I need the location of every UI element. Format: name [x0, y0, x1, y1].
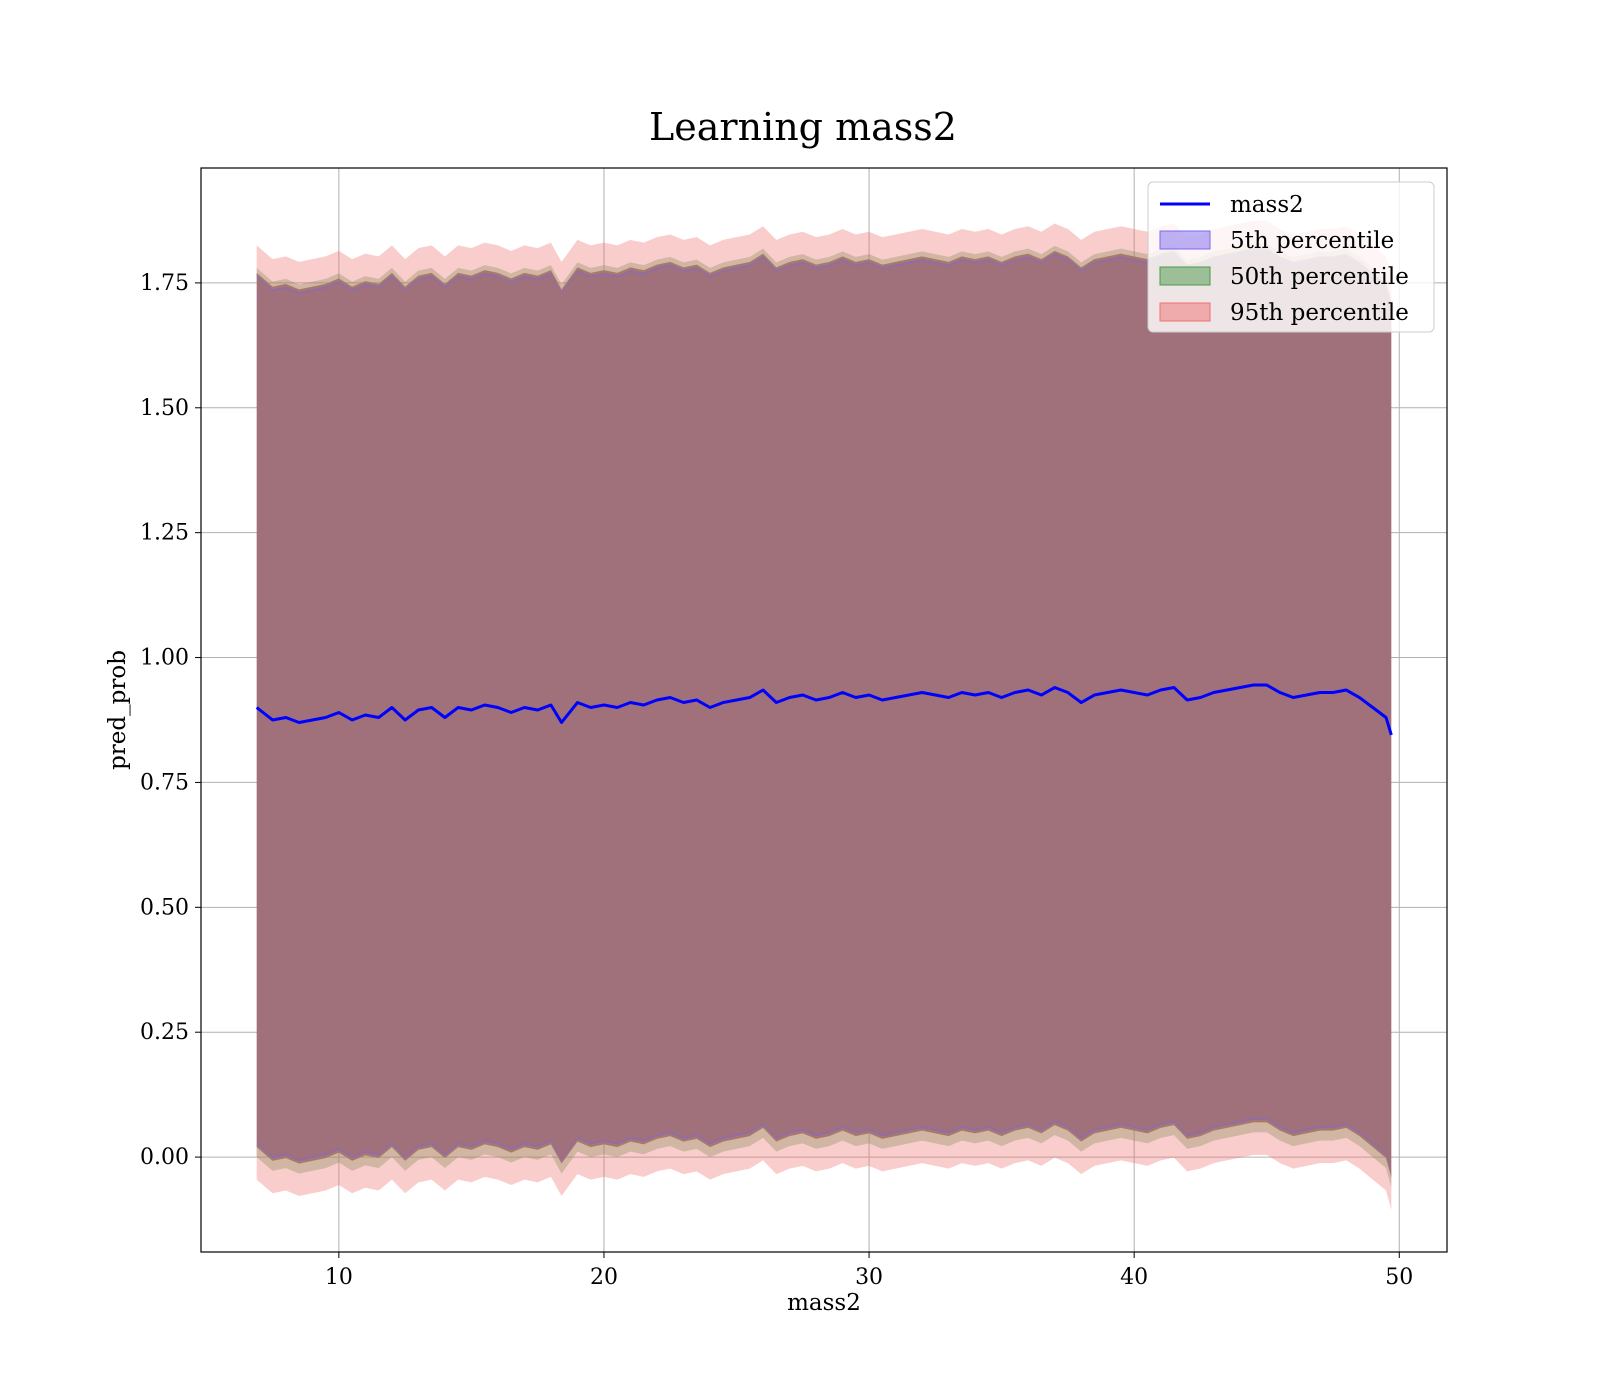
y-ticks: 0.00 0.25 0.50 0.75 1.00 1.25 1.50 1.75 [140, 271, 201, 1170]
band-core [256, 248, 1392, 1178]
legend-swatch-band-2 [1159, 302, 1211, 322]
y-tick-label-2: 0.50 [140, 895, 189, 920]
y-axis-label: pred_prob [105, 650, 131, 770]
legend-swatch-band-1 [1159, 266, 1211, 286]
band-upper-2 [256, 220, 1392, 306]
band-upper-1 [256, 243, 1392, 306]
band-lower-1 [256, 1119, 1392, 1188]
chart-title: Learning mass2 [649, 105, 957, 149]
legend-label-band-0: 5th percentile [1230, 228, 1394, 254]
y-tick-label-0: 0.00 [140, 1145, 189, 1170]
legend-label-band-1: 50th percentile [1230, 264, 1409, 290]
band-lower-2 [256, 1119, 1392, 1210]
x-tick-label-0: 10 [325, 1265, 353, 1290]
y-tick-label-1: 0.25 [140, 1020, 189, 1045]
x-tick-label-4: 50 [1385, 1265, 1413, 1290]
legend-label-band-2: 95th percentile [1230, 300, 1409, 326]
x-ticks: 10 20 30 40 50 [325, 1252, 1413, 1290]
percentile-bands [256, 220, 1392, 1210]
y-tick-label-5: 1.25 [140, 521, 189, 546]
series-lines [255, 683, 1393, 736]
legend-label-mass2: mass2 [1230, 192, 1304, 218]
x-tick-label-1: 20 [590, 1265, 618, 1290]
legend-box [1147, 181, 1435, 333]
y-tick-label-3: 0.75 [140, 770, 189, 795]
plot-frame [200, 167, 1448, 1253]
y-tick-label-6: 1.50 [140, 396, 189, 421]
x-tick-label-3: 40 [1120, 1265, 1148, 1290]
series-line-mass2 [255, 683, 1393, 736]
legend: mass2 5th percentile 50th percentile 95th p… [1147, 181, 1435, 333]
x-axis-label: mass2 [787, 1290, 861, 1316]
x-tick-label-2: 30 [855, 1265, 883, 1290]
legend-swatch-band-0 [1159, 230, 1211, 250]
y-tick-label-7: 1.75 [140, 271, 189, 296]
y-tick-label-4: 1.00 [140, 646, 189, 671]
